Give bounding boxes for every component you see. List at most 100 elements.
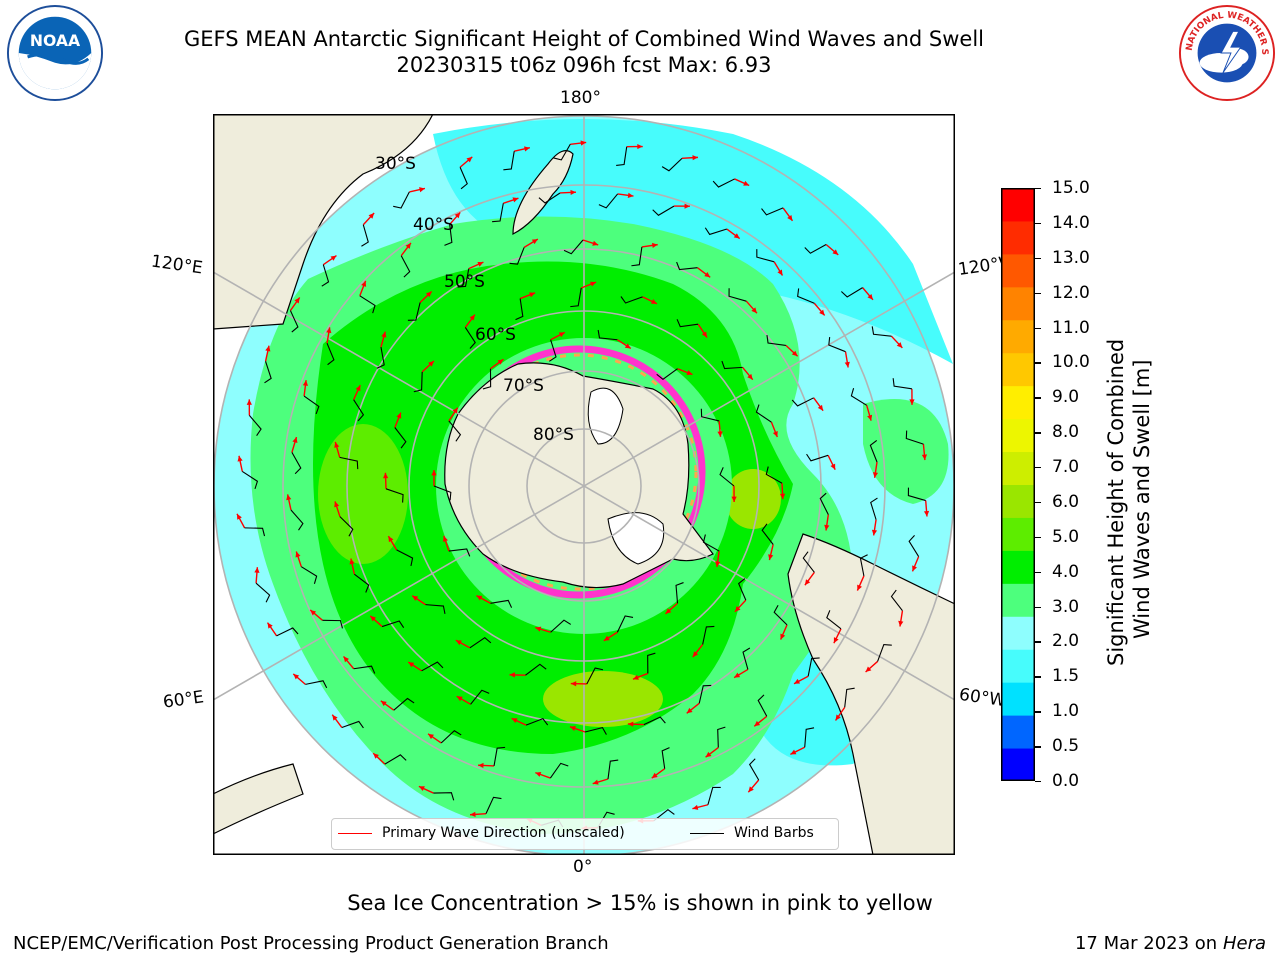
legend-swatch-black — [690, 832, 724, 834]
wind-barb — [413, 371, 423, 393]
wave-direction-arrowhead — [686, 707, 693, 714]
wave-direction-arrowhead — [497, 359, 504, 365]
wave-direction-arrowhead — [478, 762, 484, 769]
wave-direction-arrowhead — [512, 197, 519, 203]
wave-direction-arrowhead — [817, 404, 824, 411]
wind-barb — [448, 548, 471, 557]
wave-direction-arrowhead — [454, 212, 461, 219]
wind-barb — [400, 255, 411, 278]
wind-barb — [616, 146, 628, 167]
wind-barb — [242, 470, 259, 490]
wind-barb — [421, 661, 444, 672]
wave-direction-arrowhead — [592, 779, 599, 785]
colorbar-segment — [1001, 319, 1035, 354]
wave-direction-arrowhead — [704, 271, 711, 278]
wave-direction-arrowhead — [692, 804, 699, 810]
wind-barb — [322, 619, 344, 629]
wave-direction-arrowhead — [867, 293, 873, 300]
wind-barb — [584, 727, 607, 735]
wave-direction-arrowhead — [535, 626, 542, 632]
wind-barb — [719, 467, 735, 487]
wave-direction-arrowhead — [747, 373, 753, 380]
wind-barb — [359, 295, 376, 314]
wind-barb — [807, 657, 820, 677]
wave-direction-arrowhead — [428, 360, 434, 367]
colorbar-tick-mark — [1035, 362, 1041, 364]
lon-label-60e: 60°E — [161, 687, 206, 713]
wave-direction-arrowhead — [627, 721, 634, 727]
wind-barb — [459, 167, 468, 190]
wave-direction-arrowhead — [824, 524, 830, 531]
wave-direction-arrowhead — [569, 726, 576, 731]
wave-direction-arrowhead — [768, 554, 774, 561]
colorbar-tick-label: 3.0 — [1052, 596, 1080, 617]
wave-direction-arrowhead — [236, 513, 242, 520]
map-frame — [213, 114, 955, 855]
wave-direction-arrowhead — [295, 551, 301, 558]
noaa-logo: NOAA — [6, 4, 104, 102]
chart-subtitle: 20230315 t06z 096h fcst Max: 6.93 — [396, 53, 772, 77]
wave-direction-arrowhead — [717, 431, 723, 437]
colorbar-tick-label: 7.0 — [1052, 457, 1080, 478]
wind-barb — [289, 310, 299, 333]
wave-direction-arrowhead — [456, 696, 463, 702]
colorbar-tick-label: 1.5 — [1052, 666, 1080, 687]
wind-barb — [756, 249, 775, 263]
wind-barb — [766, 334, 786, 346]
date-text: 17 Mar 2023 on — [1074, 933, 1218, 954]
wave-direction-arrowhead — [779, 493, 786, 500]
colorbar-tick-label: 9.0 — [1052, 387, 1080, 408]
colorbar-segment — [1001, 484, 1035, 518]
new-zealand-landmass — [512, 150, 574, 235]
wind-barb — [721, 360, 743, 370]
wind-barb — [381, 620, 405, 629]
wave-direction-arrowhead — [651, 242, 658, 248]
colorbar-segment — [1001, 715, 1035, 749]
colorbar-segment — [1001, 583, 1035, 617]
wind-barb — [850, 388, 867, 406]
wind-barb — [490, 599, 513, 608]
colorbar-segment — [1001, 385, 1035, 420]
legend-item-wind-barbs: Wind Barbs — [690, 825, 814, 841]
wind-barb — [870, 497, 878, 520]
africa-landmass — [213, 763, 304, 835]
wave-direction-arrowhead — [419, 187, 425, 193]
wave-direction-arrowhead — [286, 494, 292, 501]
wind-barb — [761, 523, 774, 545]
wind-barb — [755, 404, 772, 423]
wind-barb — [291, 452, 302, 475]
wave-direction-arrowhead — [650, 299, 657, 304]
wind-barb — [804, 243, 827, 254]
wave-direction-arrowhead — [830, 463, 836, 470]
wave-direction-arrowhead — [330, 255, 337, 261]
wind-barb — [444, 224, 453, 246]
wave-direction-arrowhead — [787, 214, 793, 221]
wave-direction-arrowhead — [237, 455, 243, 462]
lon-label-0: 0° — [573, 857, 593, 877]
wind-barb — [676, 319, 699, 328]
wind-barb — [761, 207, 784, 216]
wave-direction-arrowhead — [466, 156, 473, 163]
wave-direction-arrowhead — [923, 510, 930, 517]
wind-barb — [353, 399, 365, 422]
wave-direction-arrowhead — [833, 637, 839, 644]
wind-barb — [470, 689, 490, 705]
wind-barb — [828, 337, 846, 353]
wind-barb — [492, 203, 504, 223]
wave-direction-arrowhead — [590, 281, 597, 287]
wind-barb — [290, 509, 304, 531]
wave-direction-arrowhead — [334, 501, 340, 508]
wind-barb — [826, 610, 842, 630]
colorbar-segment — [1001, 220, 1035, 255]
wind-barb — [341, 720, 364, 729]
wind-barb — [361, 224, 369, 247]
wave-direction-arrowhead — [871, 529, 878, 536]
legend-item-primary-wave: Primary Wave Direction (unscaled) — [338, 825, 625, 841]
wave-direction-arrowhead — [804, 579, 811, 586]
wave-direction-arrowhead — [408, 662, 415, 668]
wind-barb — [384, 754, 407, 765]
lon-label-180: 180° — [560, 88, 601, 108]
wave-direction-arrowhead — [452, 407, 458, 414]
wave-direction-arrowhead — [570, 189, 576, 196]
wind-barb — [661, 157, 683, 172]
